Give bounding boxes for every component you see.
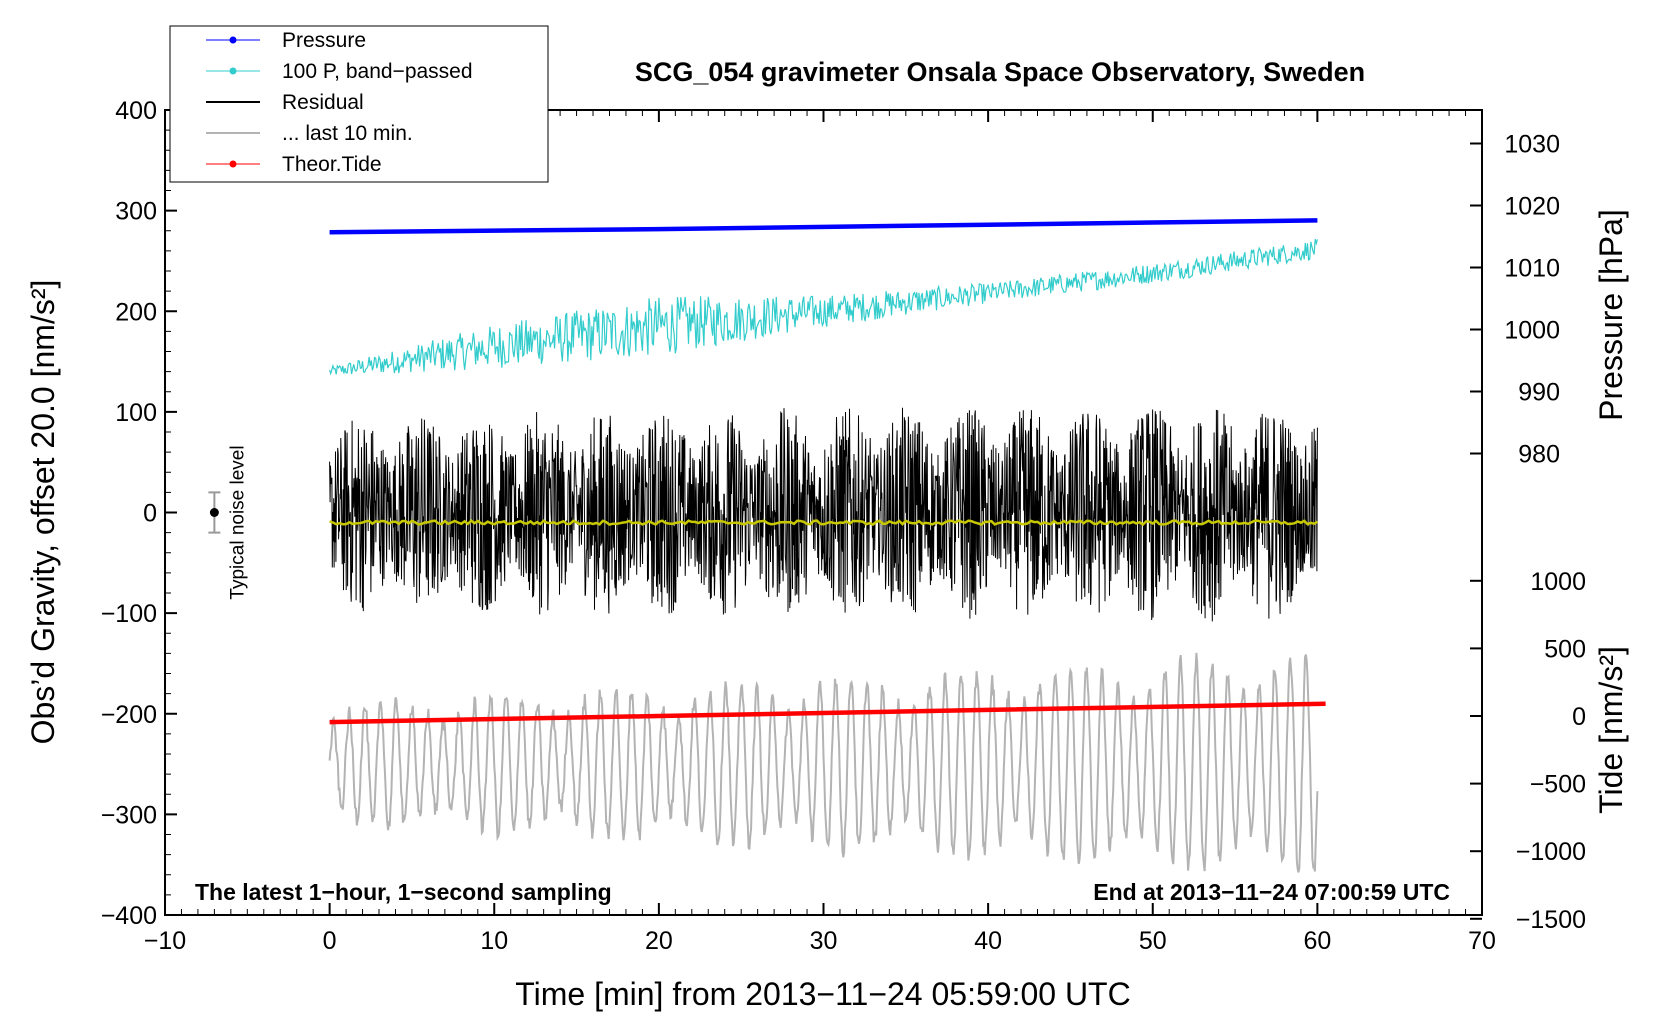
noise-center-point [209,508,219,517]
y-pressure-tick-label: 1010 [1504,255,1560,283]
y-left-tick-label: −300 [101,801,157,829]
annotation-end-time: End at 2013−11−24 07:00:59 UTC [1093,879,1450,905]
noise-label: Typical noise level [227,445,248,599]
x-tick-label: 30 [810,927,838,955]
legend-marker [229,36,237,44]
y-tide-tick-label: −1000 [1516,838,1586,866]
y-left-tick-label: 300 [115,198,157,226]
noise-indicator: Typical noise level [208,445,248,600]
legend-label: ... last 10 min. [282,122,413,145]
y-left-tick-label: −100 [101,600,157,628]
series-residual-line [329,407,1318,622]
y-tide-axis-label: Tide [nm/s²] [1593,646,1629,814]
series-pressure-line [329,218,1318,235]
y-left-tick-label: 200 [115,298,157,326]
y-left-axis-label: Obs’d Gravity, offset 20.0 [nm/s²] [25,280,61,745]
series-last-10-min-line [328,652,1319,873]
y-left-tick-label: 0 [143,500,157,528]
y-left-tick-label: −200 [101,701,157,729]
x-tick-label: 70 [1468,927,1496,955]
y-tide-tick-label: 1000 [1530,568,1586,596]
x-tick-label: 40 [974,927,1002,955]
series-theor-tide-line [329,701,1326,725]
series-bandpassed-pressure-line [329,239,1318,376]
y-left-tick-label: 100 [115,399,157,427]
y-left-ticks: −400 −300 −200 −100 0 100 200 300 400 [101,97,177,930]
legend-label: Theor.Tide [282,153,382,176]
chart-title: SCG_054 gravimeter Onsala Space Observat… [635,57,1365,87]
legend-label: Residual [282,91,364,114]
x-tick-label: 60 [1303,927,1331,955]
legend-box [169,25,549,183]
x-tick-label: 0 [323,927,337,955]
annotation-sampling: The latest 1−hour, 1−second sampling [195,879,612,905]
y-pressure-tick-label: 980 [1518,441,1560,469]
y-pressure-tick-label: 1000 [1504,317,1560,345]
x-tick-label: 20 [645,927,673,955]
y-tide-tick-label: 500 [1544,635,1586,663]
x-tick-label: −10 [144,927,186,955]
legend-label: 100 P, band−passed [282,60,473,83]
y-pressure-ticks: 980 990 1000 1010 1020 1030 [1470,131,1560,469]
y-tide-tick-label: 0 [1572,703,1586,731]
legend-marker [229,160,237,168]
x-axis-ticks: −10 0 10 20 30 40 50 60 70 [144,110,1496,955]
legend: Pressure 100 P, band−passed Residual ... la… [169,25,549,183]
y-pressure-tick-label: 1020 [1504,193,1560,221]
y-pressure-tick-label: 1030 [1504,131,1560,159]
y-tide-tick-label: −1500 [1516,906,1586,934]
y-left-tick-label: −400 [101,902,157,930]
y-tide-ticks: −1500 −1000 −500 0 500 1000 [1470,568,1586,934]
y-pressure-tick-label: 990 [1518,379,1560,407]
y-tide-tick-label: −500 [1530,771,1586,799]
legend-marker [229,67,237,75]
x-tick-label: 10 [480,927,508,955]
y-pressure-axis-label: Pressure [hPa] [1593,209,1629,421]
y-left-tick-label: 400 [115,97,157,125]
x-axis-label: Time [min] from 2013−11−24 05:59:00 UTC [515,976,1130,1012]
legend-label: Pressure [282,29,366,52]
x-tick-label: 50 [1139,927,1167,955]
series-mean-residual-line [329,519,1319,527]
